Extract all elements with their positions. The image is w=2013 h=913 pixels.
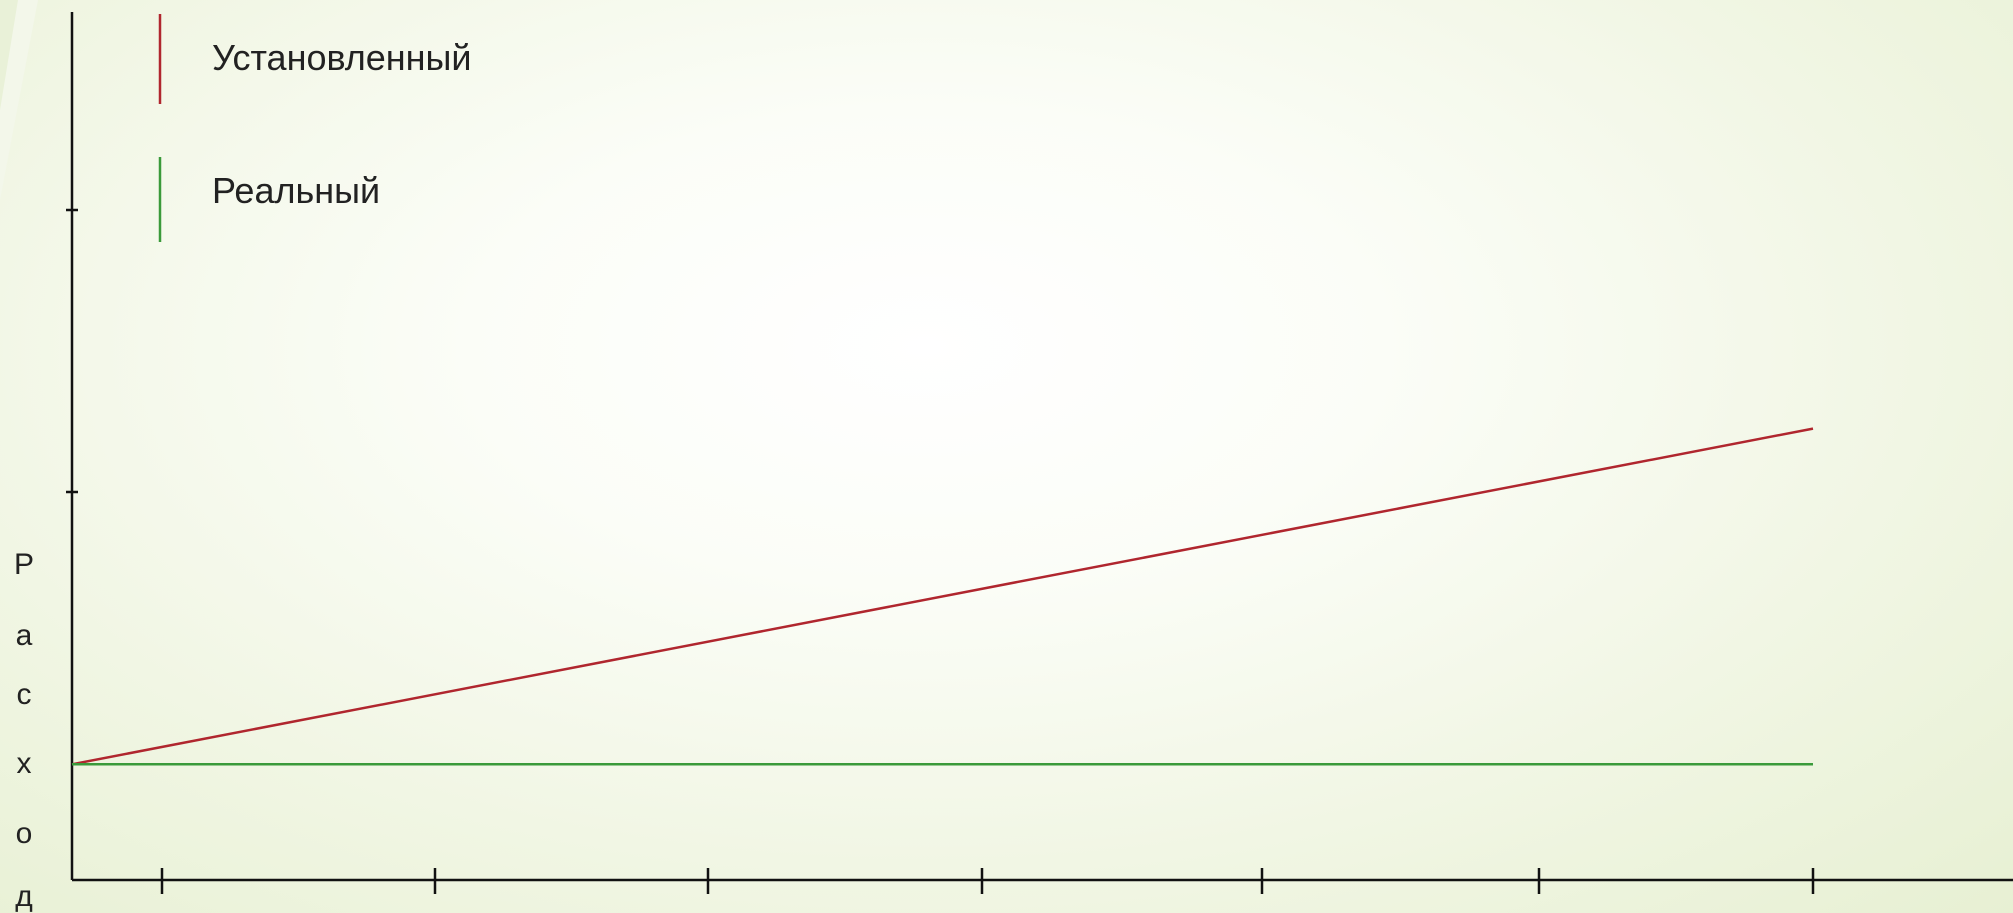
legend-label-1: Установленный [212, 37, 472, 78]
y-label-letter-5: о [16, 817, 33, 850]
y-label-letter-6: д [15, 880, 33, 913]
series-layer [71, 427, 1814, 766]
slide-corner-decoration [0, 0, 38, 200]
legend-label-2: Реальный [212, 170, 380, 211]
y-axis-label: Рас х од [14, 548, 34, 913]
y-label-letter-2: а [16, 619, 33, 652]
legend: Установленный Реальный [158, 14, 472, 242]
series-line-1 [71, 427, 1814, 766]
y-label-letter-4: х [17, 747, 32, 780]
y-label-letter-3: с [17, 678, 32, 711]
axes [66, 12, 2013, 894]
y-label-letter-1: Р [14, 548, 34, 581]
